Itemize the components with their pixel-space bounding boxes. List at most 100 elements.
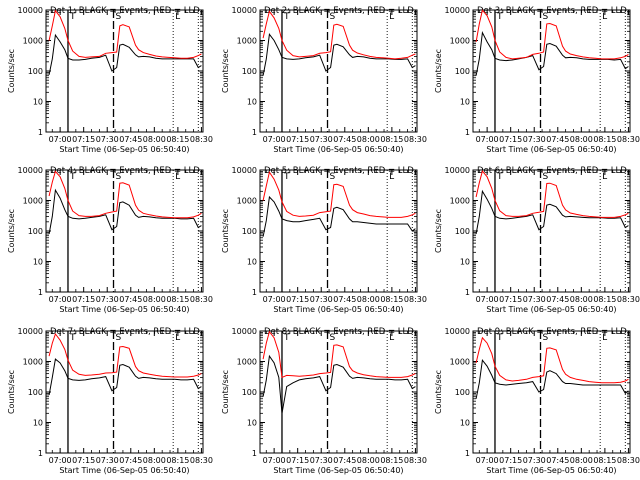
marker-label-l: L	[389, 12, 394, 22]
panel-title: Det 2: BLACK = Events, RED = LLD	[264, 6, 414, 16]
x-tick-label: 08:00	[570, 135, 593, 144]
y-tick-label: 1000	[450, 197, 470, 206]
x-tick-label: 07:45	[546, 295, 569, 304]
series-events-line	[262, 195, 416, 237]
x-tick-label: 08:15	[166, 135, 189, 144]
x-axis-label: Start Time (06-Sep-05 06:50:40)	[486, 145, 616, 154]
panel-title: Det 6: BLACK = Events, RED = LLD	[477, 166, 627, 176]
panel-title: Det 8: BLACK = Events, RED = LLD	[264, 327, 414, 337]
panel-title: Det 9: BLACK = Events, RED = LLD	[477, 327, 627, 337]
panel-7: Det 7: BLACK = Events, RED = LLD 1 10 100 10…	[7, 327, 213, 475]
x-tick-label: 08:15	[593, 295, 616, 304]
y-tick-label: 10	[460, 98, 470, 107]
x-tick-label: 07:30	[96, 135, 119, 144]
x-tick-label: 07:00	[263, 135, 286, 144]
x-tick-label: 08:15	[593, 135, 616, 144]
x-tick-label: 08:30	[190, 135, 213, 144]
x-tick-label: 07:15	[72, 295, 95, 304]
x-tick-label: 08:30	[617, 456, 640, 465]
marker-label-s: S	[543, 172, 549, 182]
y-tick-label: 1000	[450, 358, 470, 367]
panel-title: Det 3: BLACK = Events, RED = LLD	[477, 6, 627, 16]
y-tick-label: 10000	[18, 6, 43, 15]
series-events-line	[48, 33, 202, 75]
x-tick-label: 08:00	[357, 295, 380, 304]
x-tick-label: 07:45	[119, 456, 142, 465]
x-tick-label: 08:15	[380, 456, 403, 465]
x-tick-label: 07:15	[286, 135, 309, 144]
x-axis-label: Start Time (06-Sep-05 06:50:40)	[59, 305, 189, 314]
x-tick-label: 07:30	[310, 135, 333, 144]
x-tick-label: 08:30	[404, 135, 427, 144]
y-tick-label: 1	[38, 128, 43, 137]
x-tick-label: 07:00	[49, 295, 72, 304]
x-tick-label: 08:15	[166, 456, 189, 465]
x-tick-label: 07:30	[523, 135, 546, 144]
x-tick-label: 07:15	[499, 295, 522, 304]
series-events-line	[48, 358, 202, 396]
x-tick-label: 07:30	[96, 456, 119, 465]
x-tick-label: 07:00	[476, 135, 499, 144]
marker-label-s: S	[116, 12, 122, 22]
panel-8: Det 8: BLACK = Events, RED = LLD 1 10 100 10…	[221, 327, 427, 475]
x-tick-label: 07:30	[96, 295, 119, 304]
marker-label-l: L	[602, 333, 607, 343]
y-axis-label: Counts/sec	[434, 209, 443, 253]
marker-label-l: L	[175, 12, 180, 22]
panel-1: Det 1: BLACK = Events, RED = LLD 1 10 100 10…	[7, 6, 213, 154]
y-tick-label: 100	[455, 388, 470, 397]
panel-title: Det 5: BLACK = Events, RED = LLD	[264, 166, 414, 176]
x-tick-label: 08:30	[190, 456, 213, 465]
y-tick-label: 100	[28, 388, 43, 397]
y-tick-label: 10	[33, 419, 43, 428]
x-tick-label: 08:00	[357, 456, 380, 465]
marker-label-l: L	[602, 172, 607, 182]
panel-2: Det 2: BLACK = Events, RED = LLD 1 10 100 10…	[221, 6, 427, 154]
y-tick-label: 100	[242, 67, 257, 76]
x-tick-label: 08:30	[404, 456, 427, 465]
marker-label-t: T	[69, 333, 76, 343]
x-axis-label: Start Time (06-Sep-05 06:50:40)	[59, 466, 189, 475]
panel-title: Det 1: BLACK = Events, RED = LLD	[50, 6, 200, 16]
y-tick-label: 100	[242, 227, 257, 236]
x-tick-label: 08:15	[380, 135, 403, 144]
x-tick-label: 07:00	[263, 295, 286, 304]
x-axis-label: Start Time (06-Sep-05 06:50:40)	[486, 305, 616, 314]
x-tick-label: 08:30	[617, 135, 640, 144]
marker-label-s: S	[543, 333, 549, 343]
plot-frame	[45, 330, 204, 454]
plot-frame	[45, 9, 204, 133]
series-lld-line	[262, 10, 416, 60]
y-tick-label: 1000	[237, 197, 257, 206]
y-tick-label: 100	[455, 227, 470, 236]
x-tick-label: 07:45	[119, 295, 142, 304]
y-tick-label: 10	[247, 258, 257, 267]
y-tick-label: 10	[460, 258, 470, 267]
series-lld-line	[48, 170, 202, 219]
series-lld-line	[475, 9, 629, 60]
y-tick-label: 10000	[18, 327, 43, 336]
plot-frame	[472, 169, 631, 293]
marker-label-l: L	[175, 333, 180, 343]
plot-frame	[472, 330, 631, 454]
y-tick-label: 1	[252, 128, 257, 137]
x-tick-label: 08:30	[190, 295, 213, 304]
y-tick-label: 1	[252, 288, 257, 297]
x-tick-label: 07:45	[546, 456, 569, 465]
series-events-line	[475, 31, 629, 76]
marker-label-l: L	[175, 172, 180, 182]
y-tick-label: 10000	[445, 166, 470, 175]
marker-label-l: L	[602, 12, 607, 22]
x-tick-label: 08:00	[143, 456, 166, 465]
marker-label-t: T	[283, 172, 290, 182]
plot-frame	[259, 169, 418, 293]
panel-3: Det 3: BLACK = Events, RED = LLD 1 10 100 10…	[434, 6, 640, 154]
marker-label-t: T	[496, 12, 503, 22]
x-tick-label: 08:15	[380, 295, 403, 304]
marker-label-t: T	[283, 333, 290, 343]
x-tick-label: 07:45	[546, 135, 569, 144]
x-axis-label: Start Time (06-Sep-05 06:50:40)	[59, 145, 189, 154]
series-lld-line	[262, 170, 416, 218]
series-lld-line	[475, 336, 629, 384]
